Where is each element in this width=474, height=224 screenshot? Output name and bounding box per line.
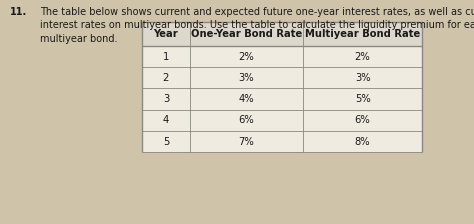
Text: Year: Year <box>154 29 178 39</box>
Text: 3%: 3% <box>239 73 254 83</box>
Text: 2: 2 <box>163 73 169 83</box>
Text: 7%: 7% <box>238 137 255 147</box>
Text: 3%: 3% <box>355 73 370 83</box>
Text: The table below shows current and expected future one-year interest rates, as we: The table below shows current and expect… <box>40 7 474 44</box>
Bar <box>142 22 422 152</box>
Text: 2%: 2% <box>238 52 255 62</box>
Text: 4: 4 <box>163 115 169 125</box>
Text: 5: 5 <box>163 137 169 147</box>
Text: 5%: 5% <box>355 94 371 104</box>
Text: Multiyear Bond Rate: Multiyear Bond Rate <box>305 29 420 39</box>
Text: 6%: 6% <box>238 115 255 125</box>
Bar <box>142 22 422 46</box>
Text: 1: 1 <box>163 52 169 62</box>
Text: 2%: 2% <box>355 52 371 62</box>
Text: 8%: 8% <box>355 137 370 147</box>
Text: 11.: 11. <box>9 7 27 17</box>
Text: 6%: 6% <box>355 115 371 125</box>
Text: 3: 3 <box>163 94 169 104</box>
Text: 4%: 4% <box>239 94 254 104</box>
Text: One-Year Bond Rate: One-Year Bond Rate <box>191 29 302 39</box>
